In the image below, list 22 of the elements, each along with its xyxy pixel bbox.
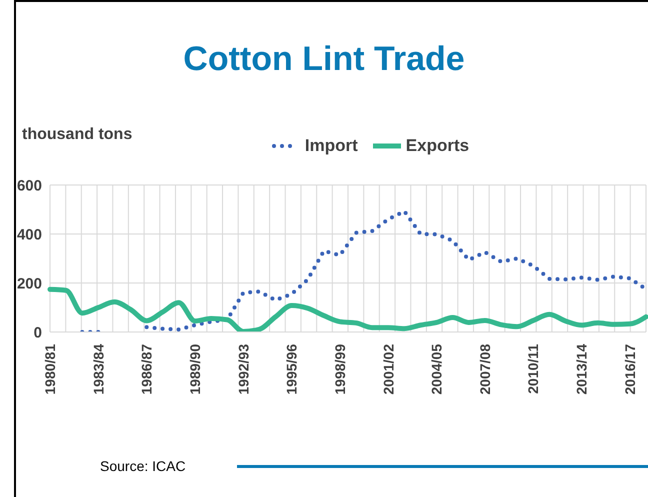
x-tick-label: 1995/96 [284, 344, 300, 395]
x-tick-label: 1986/87 [138, 344, 155, 395]
x-tick-label: 2016/17 [622, 344, 638, 395]
x-tick-label: 2013/14 [574, 344, 590, 395]
x-tick-label: 2001/02 [380, 344, 396, 395]
y-tick-label: 200 [16, 275, 42, 292]
x-tick-label: 2004/05 [428, 344, 445, 395]
y-tick-label: 400 [16, 226, 42, 244]
x-tick-label: 1983/84 [90, 344, 106, 395]
x-tick-label: 1989/90 [186, 344, 203, 395]
x-tick-label: 1998/99 [332, 344, 348, 395]
chart-title: Cotton Lint Trade [182, 40, 466, 79]
x-tick-label: 2007/08 [476, 344, 493, 395]
y-tick-label: 600 [16, 177, 42, 194]
y-tick-label: 0 [34, 324, 42, 342]
source-note: Source: ICAC [100, 458, 186, 474]
legend-label: Exports [406, 136, 470, 156]
legend-label: Import [304, 136, 358, 156]
x-tick-label: 1992/93 [235, 344, 252, 395]
x-tick-label: 2010/11 [525, 344, 542, 394]
y-axis-title: thousand tons [22, 126, 132, 144]
x-tick-label: 1980/81 [42, 344, 58, 395]
